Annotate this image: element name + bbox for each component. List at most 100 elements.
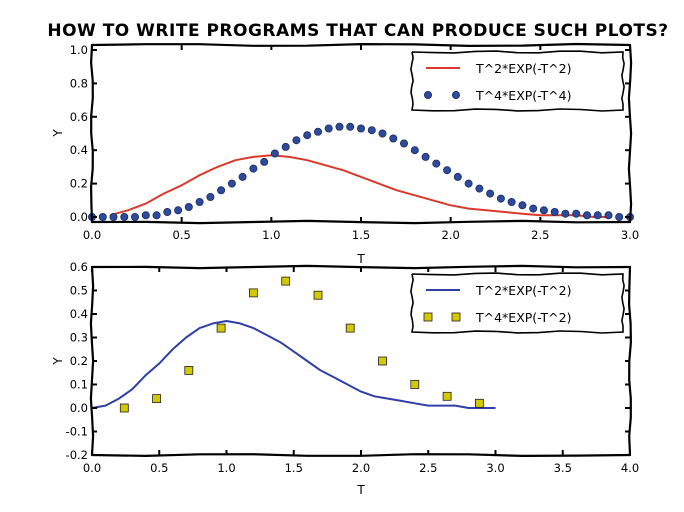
y-tick-label: -0.1 bbox=[66, 425, 88, 439]
y-tick-label: 0.3 bbox=[70, 331, 88, 345]
data-point bbox=[303, 131, 312, 140]
data-point bbox=[442, 391, 452, 401]
data-point bbox=[475, 184, 484, 193]
y-tick-label: 0.5 bbox=[70, 284, 88, 298]
x-tick-label: 0.5 bbox=[173, 228, 191, 242]
data-point bbox=[217, 186, 226, 195]
legend-swatch-marker bbox=[451, 91, 460, 100]
data-point bbox=[174, 206, 183, 215]
data-point bbox=[539, 206, 548, 215]
x-tick-label: 1.5 bbox=[285, 461, 303, 475]
chart-title: HOW TO WRITE PROGRAMS THAT CAN PRODUCE S… bbox=[47, 21, 668, 41]
data-point bbox=[227, 179, 236, 188]
series-line bbox=[91, 320, 496, 409]
data-point bbox=[184, 365, 194, 375]
x-tick-label: 0.5 bbox=[150, 461, 168, 475]
y-tick-label: 0.2 bbox=[70, 177, 88, 191]
x-tick-label: 2.5 bbox=[531, 228, 549, 242]
x-tick-label: 3.5 bbox=[554, 461, 572, 475]
data-point bbox=[313, 290, 323, 300]
data-point bbox=[345, 323, 355, 333]
x-tick-label: 0.0 bbox=[83, 228, 101, 242]
axis-right bbox=[627, 43, 633, 224]
data-point bbox=[583, 211, 592, 220]
series-2 bbox=[119, 276, 484, 413]
series-1 bbox=[91, 320, 496, 409]
data-point bbox=[615, 212, 624, 221]
data-point bbox=[195, 197, 204, 206]
legend-label: T^2*EXP(-T^2) bbox=[475, 61, 572, 76]
data-point bbox=[410, 146, 419, 155]
data-point bbox=[399, 139, 408, 148]
data-point bbox=[184, 202, 193, 211]
x-tick-label: 1.0 bbox=[217, 461, 235, 475]
x-tick-label: 1.0 bbox=[262, 228, 280, 242]
data-point bbox=[367, 126, 376, 135]
legend-frame bbox=[410, 272, 625, 334]
data-point bbox=[389, 134, 398, 143]
legend-swatch-marker bbox=[451, 312, 461, 322]
data-point bbox=[292, 136, 301, 145]
data-point bbox=[432, 159, 441, 168]
data-point bbox=[561, 209, 570, 218]
data-point bbox=[550, 207, 559, 216]
legend-swatch-marker bbox=[423, 91, 432, 100]
x-tick-label: 2.5 bbox=[419, 461, 437, 475]
data-point bbox=[346, 122, 355, 131]
legend-label: T^4*EXP(-T^2) bbox=[475, 310, 572, 325]
x-tick-label: 0.0 bbox=[83, 461, 101, 475]
x-tick-label: 3.0 bbox=[621, 228, 639, 242]
data-point bbox=[335, 122, 344, 131]
data-point bbox=[163, 207, 172, 216]
data-point bbox=[593, 211, 602, 220]
x-axis-line bbox=[90, 453, 632, 458]
data-point bbox=[464, 179, 473, 188]
y-tick-label: 0.8 bbox=[70, 76, 88, 90]
y-tick-label: 0.4 bbox=[70, 307, 88, 321]
data-point bbox=[119, 403, 129, 413]
data-point bbox=[324, 124, 333, 133]
data-point bbox=[130, 212, 139, 221]
data-point bbox=[152, 394, 162, 404]
legend: T^2*EXP(-T^2) T^4*EXP(-T^2) bbox=[410, 272, 625, 334]
data-point bbox=[120, 212, 129, 221]
x-tick-label: 3.0 bbox=[486, 461, 504, 475]
data-point bbox=[270, 149, 279, 158]
y-axis-line bbox=[89, 43, 94, 224]
x-tick-label: 2.0 bbox=[352, 461, 370, 475]
data-point bbox=[249, 164, 258, 173]
series-1 bbox=[109, 154, 613, 218]
y-tick-label: 0.1 bbox=[70, 378, 88, 392]
legend-label: T^2*EXP(-T^2) bbox=[475, 283, 572, 298]
x-axis-label: T bbox=[356, 483, 365, 497]
legend-swatch-marker bbox=[423, 312, 433, 322]
y-tick-label: 1.0 bbox=[70, 43, 88, 57]
data-point bbox=[410, 380, 420, 389]
data-point bbox=[281, 142, 290, 151]
data-point bbox=[152, 211, 161, 220]
data-point bbox=[486, 189, 495, 198]
y-tick-label: 0.6 bbox=[70, 260, 88, 274]
data-point bbox=[356, 124, 365, 133]
y-axis-label: Y bbox=[51, 357, 65, 366]
data-point bbox=[604, 211, 613, 220]
y-axis-label: Y bbox=[51, 129, 65, 138]
series-line bbox=[109, 154, 613, 218]
data-point bbox=[206, 192, 215, 201]
data-point bbox=[281, 276, 291, 286]
y-tick-label: -0.2 bbox=[66, 448, 88, 462]
data-point bbox=[529, 204, 538, 213]
y-tick-label: 0.6 bbox=[70, 110, 88, 124]
data-point bbox=[378, 356, 387, 366]
bottom-plot: 0.0 0.5 1.0 1.5 2.0 2.5 3.0 3.5 4.0 -0.2 -0.1 0.0 0.… bbox=[51, 260, 639, 497]
data-point bbox=[453, 172, 462, 181]
data-point bbox=[572, 209, 581, 218]
data-point bbox=[216, 323, 226, 333]
data-point bbox=[378, 129, 387, 138]
data-point bbox=[313, 127, 322, 136]
y-tick-label: 0.0 bbox=[70, 401, 88, 415]
y-tick-label: 0.2 bbox=[70, 354, 88, 368]
data-point bbox=[260, 157, 269, 166]
data-point bbox=[248, 288, 258, 298]
